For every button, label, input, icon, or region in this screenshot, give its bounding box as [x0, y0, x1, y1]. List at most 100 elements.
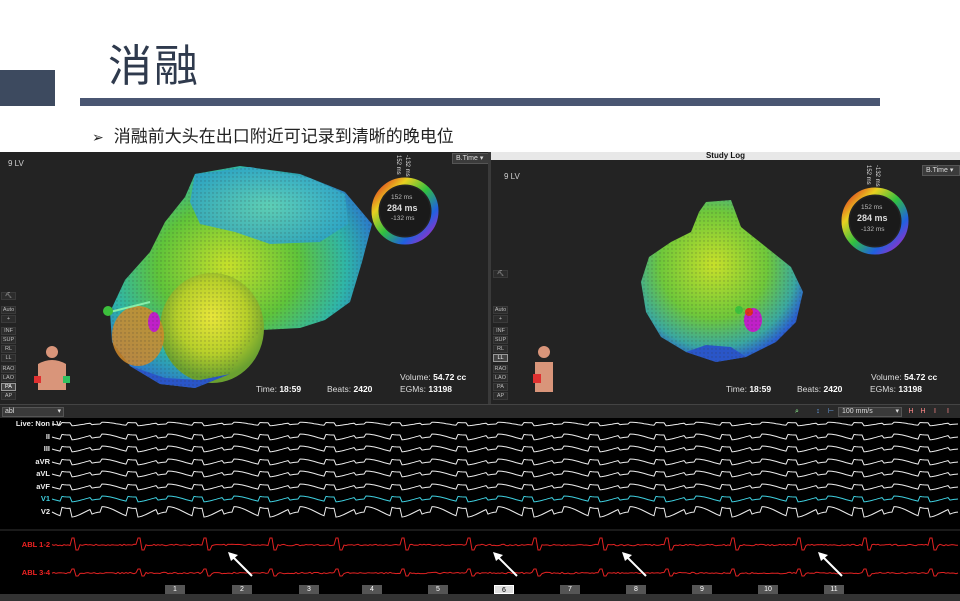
- view-lao-button[interactable]: LAO: [493, 374, 508, 382]
- beat-marker[interactable]: 7: [560, 585, 580, 594]
- egm-trace: [52, 484, 958, 490]
- catheter-select-value: abl: [5, 408, 14, 415]
- left-map-panel[interactable]: 9 LV B.Time ▾: [0, 152, 488, 404]
- right-map-panel[interactable]: Study Log 9 LV B.Time ▾ ⛏ Auto + IN: [491, 152, 960, 404]
- egm-trace: [52, 446, 958, 452]
- egm-toolbar: abl ▾ ⌕ ↕ ⊢ 100 mm/s ▾ H H I I: [0, 404, 960, 418]
- beat-marker[interactable]: 9: [692, 585, 712, 594]
- tool-button[interactable]: ⛏: [1, 292, 16, 300]
- bullet-point: ➢ 消融前大头在出口附近可记录到清晰的晚电位: [92, 122, 454, 147]
- egm-trace: [52, 496, 958, 502]
- marker-icon-3[interactable]: I: [930, 407, 940, 417]
- tool-button[interactable]: ⛏: [493, 270, 508, 278]
- ring-center: 284 ms: [857, 213, 888, 223]
- ring-min-time: -132 ms: [404, 155, 410, 177]
- marker-icon-1[interactable]: H: [906, 407, 916, 417]
- egm-trace: [52, 459, 958, 465]
- beat-marker[interactable]: 10: [758, 585, 778, 594]
- catheter-select[interactable]: abl ▾: [2, 407, 64, 417]
- marker-icon-2[interactable]: H: [918, 407, 928, 417]
- view-sup-button[interactable]: SUP: [1, 336, 16, 344]
- beat-marker-selected[interactable]: 6: [494, 585, 514, 594]
- view-sup-button[interactable]: SUP: [493, 336, 508, 344]
- beat-marker[interactable]: 2: [232, 585, 252, 594]
- slide-title: 消融: [108, 30, 200, 94]
- view-ll-button[interactable]: LL: [1, 354, 16, 362]
- view-inf-button[interactable]: INF: [1, 327, 16, 335]
- late-potential-arrow-icon: [622, 552, 646, 576]
- sweep-speed-select[interactable]: 100 mm/s ▾: [838, 407, 902, 417]
- orientation-figure-icon: [32, 344, 72, 396]
- ring-max-time: 152 ms: [865, 165, 871, 185]
- beat-marker[interactable]: 8: [626, 585, 646, 594]
- view-lao-button[interactable]: LAO: [1, 374, 16, 382]
- right-catheter-tip: [735, 306, 743, 314]
- view-ap-button[interactable]: AP: [1, 392, 16, 400]
- ring-upper: 152 ms: [391, 194, 412, 201]
- view-auto-button[interactable]: Auto: [493, 306, 508, 314]
- volume-readout: Volume: 54.72 cc: [871, 372, 937, 382]
- view-inf-button[interactable]: INF: [493, 327, 508, 335]
- view-ll-button[interactable]: LL: [493, 354, 508, 362]
- egm-trace: [52, 507, 958, 517]
- channel-label[interactable]: V1: [2, 494, 50, 503]
- beats-readout: Beats: 2420: [797, 384, 842, 394]
- channel-label[interactable]: V2: [2, 507, 50, 516]
- channel-label[interactable]: II: [2, 432, 50, 441]
- header-accent-block: [0, 70, 55, 106]
- time-readout: Time: 18:59: [726, 384, 771, 394]
- view-rl-button[interactable]: RL: [1, 345, 16, 353]
- beat-marker[interactable]: 11: [824, 585, 844, 594]
- bullet-arrow-icon: ➢: [92, 130, 104, 146]
- view-pa-button[interactable]: PA: [1, 383, 16, 391]
- ring-center: 284 ms: [387, 203, 418, 213]
- ring-lower: -132 ms: [391, 215, 414, 222]
- egm-trace: [52, 471, 958, 477]
- channel-label[interactable]: III: [2, 444, 50, 453]
- channel-label[interactable]: ABL 3-4: [2, 568, 50, 577]
- channel-label[interactable]: ABL 1-2: [2, 540, 50, 549]
- late-potential-arrow-icon: [493, 552, 517, 576]
- lead-i-label: I V: [52, 419, 72, 428]
- channel-label[interactable]: aVR: [2, 457, 50, 466]
- view-pa-button[interactable]: PA: [493, 383, 508, 391]
- view-plus-button[interactable]: +: [1, 315, 16, 323]
- channel-label[interactable]: aVL: [2, 469, 50, 478]
- beat-marker[interactable]: 4: [362, 585, 382, 594]
- orientation-figure-icon: [529, 344, 559, 396]
- right-chamber-texture: [641, 200, 803, 362]
- view-plus-button[interactable]: +: [493, 315, 508, 323]
- cursor-icon[interactable]: ↕: [813, 407, 823, 417]
- view-rao-button[interactable]: RAO: [493, 365, 508, 373]
- beats-readout: Beats: 2420: [327, 384, 372, 394]
- egm-trace: [52, 569, 958, 576]
- beat-marker[interactable]: 5: [428, 585, 448, 594]
- ring-upper: 152 ms: [861, 204, 882, 211]
- channel-label[interactable]: Live: Non: [2, 419, 50, 428]
- egm-waveforms[interactable]: [0, 418, 960, 601]
- title-underline: [80, 98, 880, 106]
- egm-trace: [52, 434, 958, 440]
- left-catheter-tip: [103, 306, 113, 316]
- ring-min-time: -132 ms: [874, 165, 880, 187]
- volume-readout: Volume: 54.72 cc: [400, 372, 466, 382]
- channel-label[interactable]: aVF: [2, 482, 50, 491]
- marker-icon-4[interactable]: I: [943, 407, 953, 417]
- left-chamber-texture: [110, 166, 372, 388]
- zoom-icon[interactable]: ⌕: [792, 407, 802, 417]
- egm-tracing-area[interactable]: [0, 418, 960, 601]
- sweep-speed-value: 100 mm/s: [842, 408, 873, 415]
- caliper-icon[interactable]: ⊢: [826, 407, 836, 417]
- egms-readout: EGMs: 13198: [870, 384, 922, 394]
- time-readout: Time: 18:59: [256, 384, 301, 394]
- egm-trace: [52, 422, 958, 426]
- view-rao-button[interactable]: RAO: [1, 365, 16, 373]
- ring-lower: -132 ms: [861, 226, 884, 233]
- view-ap-button[interactable]: AP: [493, 392, 508, 400]
- beat-marker[interactable]: 3: [299, 585, 319, 594]
- ring-max-time: 152 ms: [395, 155, 401, 175]
- egm-scrollbar[interactable]: [0, 594, 960, 601]
- view-rl-button[interactable]: RL: [493, 345, 508, 353]
- beat-marker[interactable]: 1: [165, 585, 185, 594]
- view-auto-button[interactable]: Auto: [1, 306, 16, 314]
